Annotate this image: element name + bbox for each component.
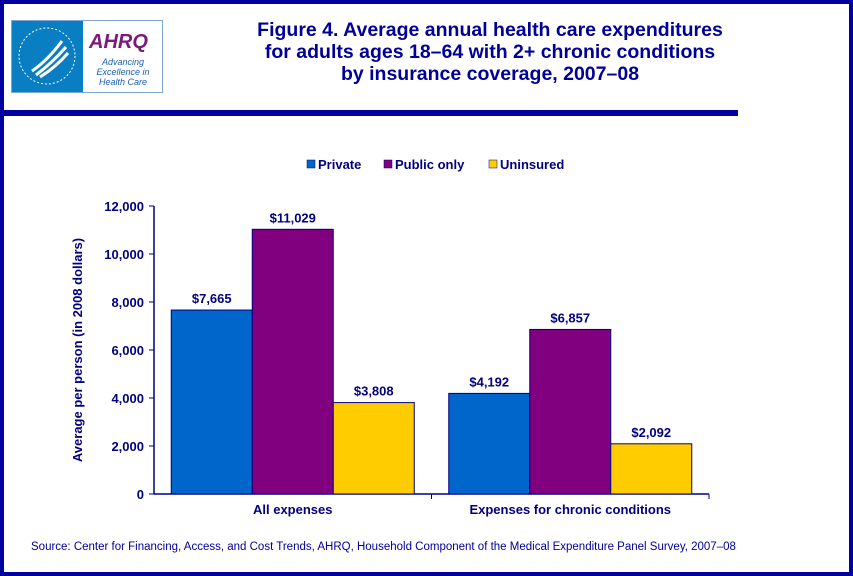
legend-label: Private [318,157,361,172]
bar-public-only [251,228,334,495]
title-line: by insurance coverage, 2007–08 [340,63,640,85]
y-axis-label: Average per person (in 2008 dollars) [70,238,85,462]
page-title: Figure 4. Average annual health care exp… [180,19,800,85]
data-label: $2,092 [631,425,671,440]
source-note: Source: Center for Financing, Access, an… [31,541,736,553]
ahrq-tagline: Advancing Excellence in Health Care [96,57,150,87]
data-label: $3,808 [354,384,394,399]
data-label: $6,857 [550,310,590,325]
legend-label: Uninsured [500,157,564,172]
y-tick-label: 8,000 [111,295,144,310]
header-divider [4,110,738,116]
ahrq-logo: AHRQ Advancing Excellence in Health Care [83,21,162,92]
legend-swatch [383,159,393,169]
data-label: $4,192 [469,374,509,389]
x-tick-label: Expenses for chronic conditions [469,502,671,517]
bar-private [170,309,253,495]
legend-label: Public only [395,157,465,172]
hhs-eagle-logo [12,21,83,92]
y-tick-label: 0 [137,487,144,502]
x-tick-label: All expenses [253,502,333,517]
legend-swatch [306,159,316,169]
y-tick-label: 2,000 [111,439,144,454]
y-tick-label: 10,000 [104,247,144,262]
ahrq-wordmark: AHRQ [89,31,148,53]
title-line: Figure 4. Average annual health care exp… [257,19,723,41]
data-label: $11,029 [270,210,316,225]
logo: AHRQ Advancing Excellence in Health Care [11,20,163,93]
bar-uninsured [610,443,693,495]
y-tick-label: 4,000 [111,391,144,406]
bar-public-only [529,328,612,495]
data-label: $7,665 [192,291,232,306]
legend-swatch [488,159,498,169]
y-tick-label: 12,000 [104,199,144,214]
y-tick-label: 6,000 [111,343,144,358]
title-line: for adults ages 18–64 with 2+ chronic co… [264,41,716,63]
bar-private [448,392,531,495]
bar-uninsured [332,402,415,495]
